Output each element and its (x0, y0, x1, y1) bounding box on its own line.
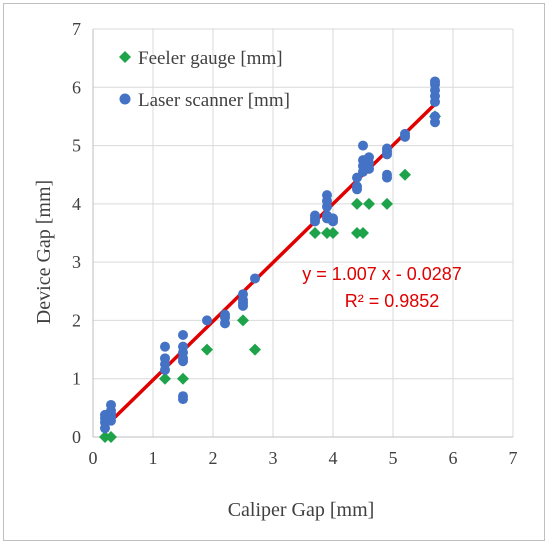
legend: Feeler gauge [mm] Laser scanner [mm] (119, 48, 290, 111)
feeler-gauge-point (201, 343, 213, 356)
laser-scanner-point (106, 408, 116, 419)
laser-scanner-point (178, 391, 188, 402)
laser-scanner-point (382, 169, 392, 180)
laser-scanner-point (160, 353, 170, 364)
laser-scanner-point (382, 143, 392, 154)
legend-feeler-marker (119, 51, 131, 63)
laser-scanner-point (400, 128, 410, 139)
x-tick-label: 5 (389, 448, 398, 468)
legend-laser-label: Laser scanner [mm] (138, 90, 290, 111)
x-axis-title: Caliper Gap [mm] (228, 499, 375, 521)
laser-scanner-point (160, 341, 170, 352)
y-axis-title: Device Gap [mm] (33, 180, 55, 324)
feeler-gauge-point (309, 227, 321, 239)
trendline-group (103, 102, 437, 429)
feeler-gauge-point (249, 343, 261, 356)
laser-scanner-point (352, 181, 362, 192)
feeler-gauge-point (177, 372, 189, 385)
feeler-gauge-point (357, 227, 369, 239)
feeler-gauge-point (399, 168, 411, 181)
y-tick-label: 6 (72, 77, 81, 97)
laser-scanner-point (430, 76, 440, 87)
feeler-gauge-point (363, 197, 375, 210)
laser-scanner-point (310, 210, 320, 221)
scatter-chart: 0 1 2 3 4 5 6 7 0 1 2 3 4 5 6 7 Device Gap [mm] Calipe… (33, 19, 518, 521)
x-tick-label: 6 (449, 448, 458, 468)
laser-scanner-point (328, 213, 338, 224)
y-tick-label: 3 (72, 252, 81, 272)
x-tick-label: 7 (509, 448, 518, 468)
y-tick-label: 0 (72, 427, 81, 447)
legend-feeler-label: Feeler gauge [mm] (138, 48, 283, 69)
feeler-gauge-point (237, 314, 249, 327)
feeler-gauge-point (351, 197, 363, 210)
laser-scanner-point (250, 273, 260, 284)
laser-scanner-point (430, 111, 440, 122)
y-tick-label: 5 (72, 136, 81, 156)
laser-scanner-point (322, 190, 332, 201)
x-tick-label: 4 (329, 448, 338, 468)
laser-scanner-point (178, 330, 188, 340)
trendline-r2: R² = 0.9852 (345, 291, 440, 311)
y-tick-label: 7 (72, 19, 81, 39)
x-tick-label: 1 (149, 448, 158, 468)
laser-scanner-point (358, 140, 368, 151)
x-tick-label: 0 (89, 448, 98, 468)
y-tick-label: 2 (72, 310, 81, 330)
x-tick-labels: 0 1 2 3 4 5 6 7 (89, 448, 518, 468)
y-tick-label: 1 (72, 369, 81, 389)
data-points (99, 76, 441, 443)
feeler-gauge-point (159, 372, 171, 385)
laser-scanner-point (202, 315, 212, 326)
gridlines (93, 28, 514, 437)
laser-scanner-point (178, 341, 188, 352)
laser-scanner-point (220, 309, 230, 320)
feeler-gauge-point (327, 227, 339, 239)
x-tick-label: 3 (269, 448, 278, 468)
legend-laser-marker (119, 93, 131, 105)
feeler-gauge-point (105, 431, 117, 443)
y-tick-label: 4 (72, 194, 81, 214)
laser-scanner-point (364, 152, 374, 163)
trendline-equation: y = 1.007 x - 0.0287 (302, 264, 462, 284)
laser-scanner-point (106, 399, 116, 410)
trendline (103, 102, 437, 429)
laser-scanner-point (238, 289, 248, 300)
y-tick-labels: 0 1 2 3 4 5 6 7 (72, 19, 81, 447)
x-tick-label: 2 (209, 448, 218, 468)
chart-frame: 0 1 2 3 4 5 6 7 0 1 2 3 4 5 6 7 Device Gap [mm] Calipe… (3, 3, 545, 541)
axes (92, 29, 513, 438)
feeler-gauge-point (381, 197, 393, 210)
